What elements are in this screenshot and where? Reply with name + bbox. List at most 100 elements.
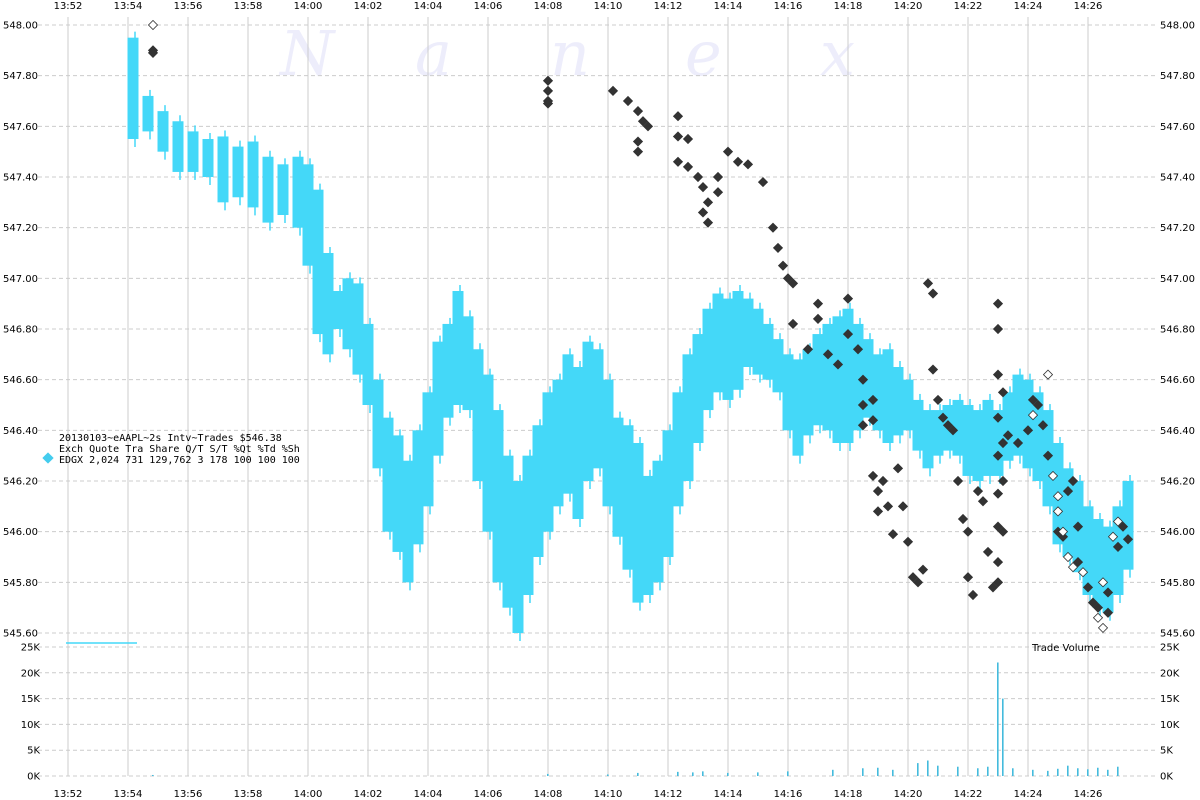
trade-marker — [857, 420, 869, 431]
volume-bar — [917, 763, 919, 776]
trade-marker — [997, 437, 1009, 449]
volume-bar — [677, 771, 679, 776]
quote-range-bar — [312, 189, 324, 335]
trade-marker — [932, 394, 944, 406]
trade-marker — [542, 75, 554, 86]
quote-range-bar — [322, 253, 334, 355]
trade-marker — [1072, 521, 1084, 532]
quote-range-bar — [612, 417, 624, 537]
volume-bar — [787, 771, 789, 776]
trade-marker — [882, 501, 894, 512]
volume-bar — [1077, 768, 1079, 776]
trade-marker — [922, 278, 934, 289]
x-tick-label-bottom: 14:02 — [354, 789, 383, 800]
trade-marker — [867, 470, 879, 482]
y-tick-label-left: 545.60 — [3, 629, 38, 640]
quote-range-bar — [602, 379, 614, 507]
trade-marker — [992, 577, 1004, 588]
quote-range-bar — [892, 367, 904, 436]
y-tick-label-right: 547.60 — [1160, 122, 1195, 133]
volume-bar — [702, 771, 704, 776]
watermark-letter: n — [550, 17, 590, 90]
trade-marker — [877, 475, 889, 487]
trade-marker — [1122, 534, 1134, 545]
trade-marker — [1067, 475, 1079, 487]
y-tick-label-left: 546.00 — [3, 527, 38, 538]
quote-range-bar — [1082, 506, 1094, 595]
trade-marker — [832, 359, 844, 370]
trade-marker — [907, 572, 919, 583]
trade-marker — [927, 288, 939, 299]
quote-range-bar — [412, 430, 424, 545]
quote-range-bar — [1012, 374, 1024, 456]
quote-range-bar — [682, 354, 694, 481]
trade-marker-hollow — [1097, 577, 1109, 588]
y-tick-label-right: 545.80 — [1160, 578, 1195, 589]
trade-marker — [1032, 399, 1044, 411]
trade-marker — [997, 526, 1009, 537]
x-tick-label-bottom: 13:52 — [54, 789, 83, 800]
quote-range-bar — [277, 164, 289, 215]
trade-marker — [942, 420, 954, 431]
quote-range-bar — [572, 367, 584, 519]
trade-marker — [542, 98, 554, 109]
volume-tick-label-right: 15K — [1160, 694, 1180, 705]
quote-range-bar — [632, 443, 644, 603]
quote-range-bar — [812, 334, 824, 426]
quote-range-bar — [522, 455, 534, 595]
volume-bar — [1002, 698, 1004, 776]
quote-range-bar — [422, 392, 434, 507]
quote-range-bar — [762, 323, 774, 380]
trade-marker — [992, 412, 1004, 423]
quote-range-bar — [472, 349, 484, 481]
volume-bar — [832, 769, 834, 776]
quote-range-bar — [772, 339, 784, 393]
quote-range-bar — [262, 156, 274, 223]
x-tick-label-top: 14:06 — [474, 1, 503, 12]
y-tick-label-left: 548.00 — [3, 21, 38, 32]
trade-marker-hollow — [1067, 562, 1079, 573]
trade-marker — [842, 293, 854, 304]
quote-range-bar — [362, 323, 374, 405]
trade-marker — [857, 399, 869, 411]
quote-range-bar — [482, 374, 494, 532]
trade-marker — [622, 95, 634, 107]
y-tick-label-right: 548.00 — [1160, 21, 1195, 32]
volume-tick-label-left: 5K — [27, 746, 40, 757]
trade-marker — [992, 323, 1004, 335]
legend-header: Exch Quote Tra Share Q/T S/T %Qt %Td %Sh — [59, 444, 300, 455]
volume-tick-label-left: 25K — [21, 643, 41, 654]
trade-marker — [992, 450, 1004, 461]
quote-band — [66, 31, 1134, 644]
x-tick-label-bottom: 14:00 — [294, 789, 323, 800]
trade-marker — [1062, 486, 1074, 497]
y-tick-label-right: 546.80 — [1160, 325, 1195, 336]
y-tick-label-right: 546.60 — [1160, 375, 1195, 386]
trade-marker — [842, 328, 854, 340]
watermark-letter: a — [415, 17, 452, 90]
trade-marker — [637, 116, 649, 127]
quote-range-bar — [332, 291, 344, 329]
trade-marker — [812, 298, 824, 309]
trade-marker — [1102, 607, 1114, 618]
trade-marker — [787, 318, 799, 330]
quote-range-bar — [302, 164, 314, 266]
trade-marker — [702, 217, 714, 228]
volume-tick-label-left: 10K — [21, 720, 41, 731]
quote-range-bar — [742, 298, 754, 367]
trade-marker — [742, 159, 754, 170]
volume-tick-label-left: 0K — [27, 772, 40, 783]
trade-marker — [672, 111, 684, 122]
volume-bar — [1087, 769, 1089, 776]
trade-marker — [967, 589, 979, 601]
trade-marker — [1072, 556, 1084, 568]
trade-marker — [607, 85, 619, 96]
trade-marker — [757, 176, 769, 188]
trade-marker — [937, 412, 949, 423]
volume-bar — [977, 768, 979, 776]
x-tick-label-bottom: 13:58 — [234, 789, 263, 800]
x-tick-label-bottom: 14:22 — [954, 789, 983, 800]
trade-marker-hollow — [1077, 567, 1089, 578]
quote-range-bar — [962, 405, 974, 476]
